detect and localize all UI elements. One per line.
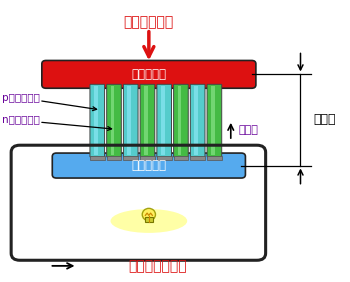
FancyBboxPatch shape bbox=[124, 84, 138, 157]
Bar bbox=[177, 86, 181, 155]
FancyBboxPatch shape bbox=[140, 84, 155, 157]
Bar bbox=[90, 156, 105, 160]
Ellipse shape bbox=[142, 208, 155, 221]
Text: 低　温　部: 低 温 部 bbox=[131, 159, 166, 172]
Bar bbox=[94, 86, 98, 155]
Text: 温度差: 温度差 bbox=[314, 113, 336, 126]
Bar bbox=[107, 156, 121, 160]
Bar bbox=[194, 86, 198, 155]
Bar bbox=[124, 156, 138, 160]
Bar bbox=[157, 156, 172, 160]
Bar bbox=[211, 86, 215, 155]
Bar bbox=[161, 86, 164, 155]
Bar bbox=[144, 86, 148, 155]
Bar bbox=[174, 156, 188, 160]
FancyBboxPatch shape bbox=[90, 84, 105, 157]
FancyBboxPatch shape bbox=[107, 84, 121, 157]
Bar bbox=[145, 217, 153, 222]
FancyBboxPatch shape bbox=[157, 84, 172, 157]
Bar bbox=[140, 156, 155, 160]
Text: p型熱電材料: p型熱電材料 bbox=[2, 93, 40, 103]
Text: 電　流: 電 流 bbox=[238, 125, 258, 135]
FancyBboxPatch shape bbox=[174, 84, 188, 157]
Bar bbox=[190, 156, 205, 160]
Bar bbox=[127, 86, 131, 155]
FancyBboxPatch shape bbox=[42, 60, 256, 88]
Text: n型熱電材料: n型熱電材料 bbox=[2, 114, 40, 124]
Ellipse shape bbox=[111, 209, 187, 233]
Bar bbox=[111, 86, 114, 155]
FancyBboxPatch shape bbox=[190, 84, 205, 157]
Text: 高　温　部: 高 温 部 bbox=[131, 68, 166, 81]
Text: 電気エネルギー: 電気エネルギー bbox=[128, 259, 187, 273]
Text: 熱エネルギー: 熱エネルギー bbox=[124, 15, 174, 29]
FancyBboxPatch shape bbox=[207, 84, 222, 157]
FancyBboxPatch shape bbox=[52, 153, 245, 178]
Bar bbox=[207, 156, 222, 160]
